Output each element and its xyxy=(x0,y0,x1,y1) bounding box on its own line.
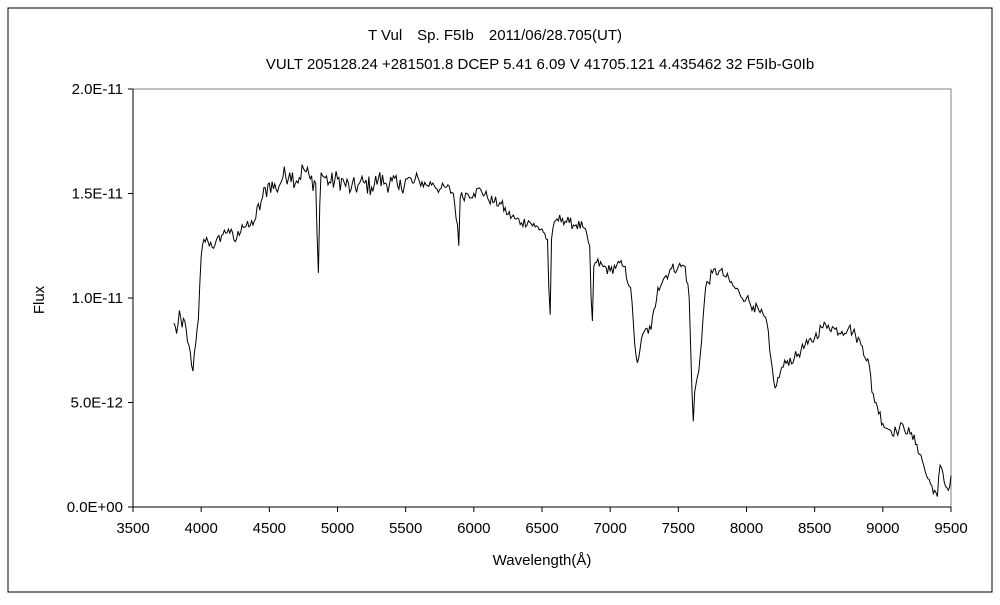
x-tick-label: 7500 xyxy=(662,520,695,537)
x-tick-label: 9500 xyxy=(934,520,967,537)
chart-subtitle: VULT 205128.24 +281501.8 DCEP 5.41 6.09 … xyxy=(266,56,814,73)
y-tick-label: 2.0E-11 xyxy=(72,81,123,98)
y-tick-label: 5.0E-12 xyxy=(70,395,123,412)
spectrum-line xyxy=(173,164,952,497)
x-axis-label: Wavelength(Å) xyxy=(493,552,592,569)
x-tick-label: 9000 xyxy=(866,520,899,537)
x-tick-label: 7000 xyxy=(593,520,626,537)
x-tick-label: 5500 xyxy=(389,520,422,537)
outer-border xyxy=(7,7,993,593)
x-tick-label: 6000 xyxy=(457,520,490,537)
y-tick-label: 1.5E-11 xyxy=(72,186,123,203)
chart-title: T Vul Sp. F5Ib 2011/06/28.705(UT) xyxy=(368,27,622,44)
x-tick-label: 4000 xyxy=(184,520,217,537)
x-tick-label: 5000 xyxy=(321,520,354,537)
x-tick-label: 3500 xyxy=(116,520,149,537)
series-group xyxy=(173,164,952,497)
y-tick-label: 1.0E-11 xyxy=(72,290,123,307)
y-axis-ticks: 0.0E+00 5.0E-12 1.0E-11 1.5E-11 2.0E-11 xyxy=(67,81,133,516)
x-axis-ticks: 3500 4000 4500 5000 5500 6000 6500 7000 7500 8000… xyxy=(116,507,968,537)
y-axis-label: Flux xyxy=(31,285,48,314)
y-tick-label: 0.0E+00 xyxy=(67,499,123,516)
x-tick-label: 8000 xyxy=(730,520,763,537)
x-tick-label: 8500 xyxy=(798,520,831,537)
x-tick-label: 6500 xyxy=(525,520,558,537)
x-tick-label: 4500 xyxy=(253,520,286,537)
